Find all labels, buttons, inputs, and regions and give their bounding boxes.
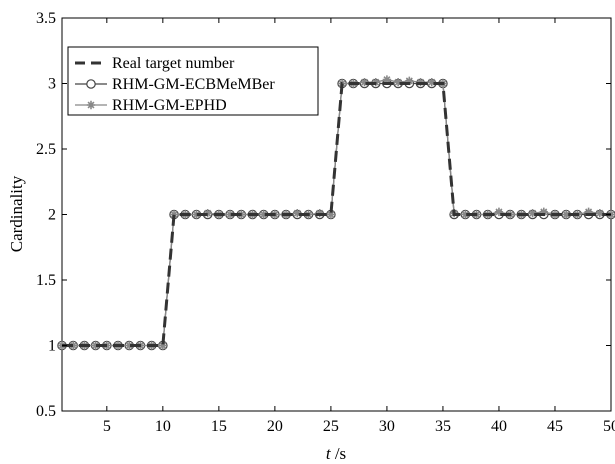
tick-layer: 5 10 15 20 25 30 35 40 45 50 0.5 1 1.5 2 2.5 3 3.5 [36,10,615,435]
legend-label: RHM-GM-EPHD [112,97,227,114]
star-marker [91,341,100,350]
x-tick-label: 20 [267,418,283,435]
x-axis-title-var: t [326,444,332,463]
x-tick-label: 40 [491,418,507,435]
legend-items: Real target number RHM-GM-ECBMeMBer RHM-GM… [75,55,275,114]
star-marker [461,210,470,219]
star-marker [595,208,604,218]
star-marker [293,208,302,218]
legend-item: Real target number [75,55,235,72]
legend-marker [86,100,96,110]
star-marker [225,210,235,219]
series-layer [57,75,615,351]
star-marker [528,208,537,218]
x-tick-label: 10 [155,418,171,435]
x-tick-label: 15 [211,418,227,435]
star-marker [539,207,548,217]
x-tick-label: 35 [435,418,451,435]
star-marker [427,77,436,87]
star-marker [69,341,78,350]
star-marker [169,210,179,219]
legend-label: RHM-GM-ECBMeMBer [112,76,275,93]
star-marker [382,75,392,84]
y-tick-label: 1 [48,338,56,355]
star-marker [494,207,504,217]
y-tick-label: 3.5 [36,10,56,27]
star-marker [125,341,134,350]
star-marker [326,210,336,219]
y-tick-label: 2 [48,207,56,224]
legend-box [67,46,319,116]
legend-label: Real target number [112,55,235,72]
x-tick-label: 50 [603,418,615,435]
x-axis-title-unit: /s [331,444,347,463]
star-marker [158,341,168,350]
y-tick-label: 3 [48,76,56,93]
legend-item: RHM-GM-EPHD [75,97,227,114]
x-tick-label: 25 [323,418,339,435]
legend-marker [86,79,96,89]
star-marker [393,77,403,87]
x-tick-label: 30 [379,418,395,435]
star-marker [360,77,369,87]
y-tick-label: 0.5 [36,403,56,420]
y-axis-title: Cardinality [7,175,26,252]
y-tick-label: 2.5 [36,141,56,158]
x-tick-label: 5 [103,418,111,435]
legend: Real target number RHM-GM-ECBMeMBer RHM-GM… [67,46,319,116]
star-marker [259,210,268,219]
x-tick-label: 45 [547,418,563,435]
star-marker [405,76,414,86]
series-line [62,82,611,347]
star-marker [584,207,593,217]
star-marker [561,210,571,219]
plot-area: 5 10 15 20 25 30 35 40 45 50 0.5 1 1.5 2 2.5 3 3.5 [36,10,615,435]
legend-item: RHM-GM-ECBMeMBer [75,76,275,93]
x-axis-title: t /s [326,444,346,463]
series-0 [62,82,611,347]
y-tick-label: 1.5 [36,272,56,289]
star-marker [192,210,201,219]
